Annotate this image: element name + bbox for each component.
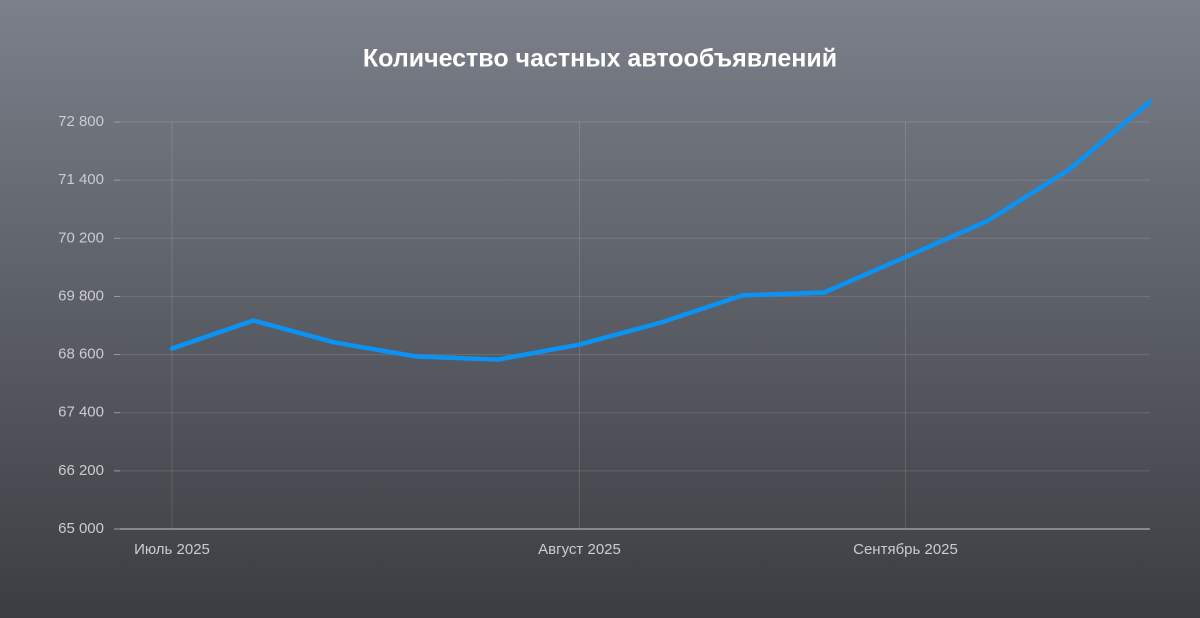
y-tick-label: 70 200 (58, 229, 104, 246)
y-tick-label: 69 800 (58, 287, 104, 304)
y-tick-label: 67 400 (58, 404, 104, 421)
y-tick-label: 72 800 (58, 113, 104, 130)
y-tick-label: 66 200 (58, 462, 104, 479)
y-tick-label: 71 400 (58, 171, 104, 188)
x-tick-label: Август 2025 (538, 541, 621, 558)
y-tick-label: 68 600 (58, 346, 104, 363)
x-tick-label: Сентябрь 2025 (853, 541, 958, 558)
chart-title: Количество частных автообъявлений (363, 45, 837, 73)
y-tick-label: 65 000 (58, 520, 104, 537)
data-line (169, 99, 1153, 362)
x-tick-label: Июль 2025 (134, 541, 210, 558)
